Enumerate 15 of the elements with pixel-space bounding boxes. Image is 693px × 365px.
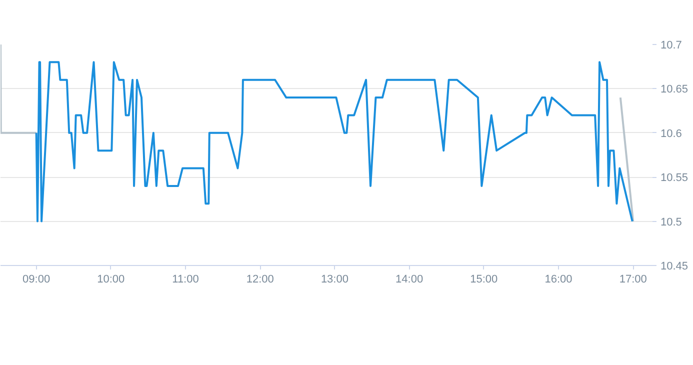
y-tick-label: 10.6 — [660, 128, 682, 140]
y-tick-label: 10.5 — [660, 216, 682, 228]
x-tick-label: 15:00 — [470, 274, 498, 286]
y-tick-label: 10.7 — [660, 40, 682, 52]
x-tick-label: 11:00 — [172, 274, 199, 286]
x-tick-label: 16:00 — [544, 274, 572, 286]
x-tick-label: 13:00 — [320, 274, 348, 286]
x-tick-label: 09:00 — [22, 274, 50, 286]
x-tick-label: 10:00 — [97, 274, 125, 286]
y-tick-label: 10.65 — [660, 84, 688, 96]
x-tick-label: 17:00 — [619, 274, 647, 286]
y-tick-label: 10.55 — [660, 172, 688, 184]
y-tick-label: 10.45 — [660, 260, 688, 272]
x-tick-label: 12:00 — [246, 274, 274, 286]
x-tick-label: 14:00 — [396, 274, 424, 286]
